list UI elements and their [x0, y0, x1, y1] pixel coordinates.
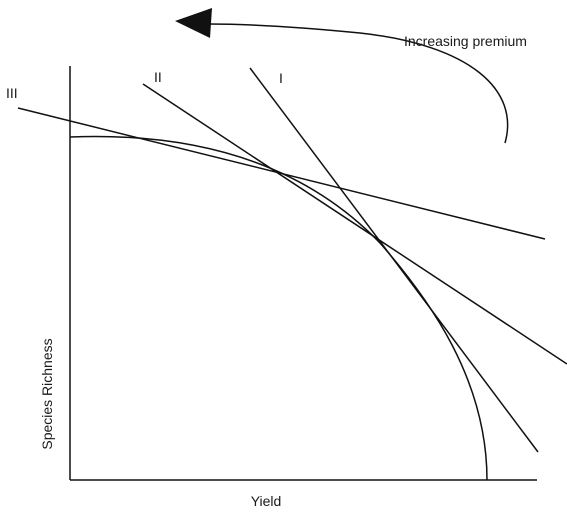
premium-arrow-curve: [207, 23, 509, 144]
price-line-III: [17, 107, 546, 240]
premium-arrow-head: [175, 8, 212, 38]
line-label-II: II: [154, 69, 162, 85]
y-axis-label: Species Richness: [39, 338, 55, 449]
line-label-III: III: [6, 85, 18, 101]
x-axis-label: Yield: [251, 493, 282, 509]
premium-arrow-label: Increasing premium: [404, 33, 527, 49]
line-label-I: I: [279, 70, 283, 86]
frontier-curve: [69, 135, 488, 481]
price-line-II: [142, 83, 567, 365]
price-line-I: [249, 67, 539, 453]
